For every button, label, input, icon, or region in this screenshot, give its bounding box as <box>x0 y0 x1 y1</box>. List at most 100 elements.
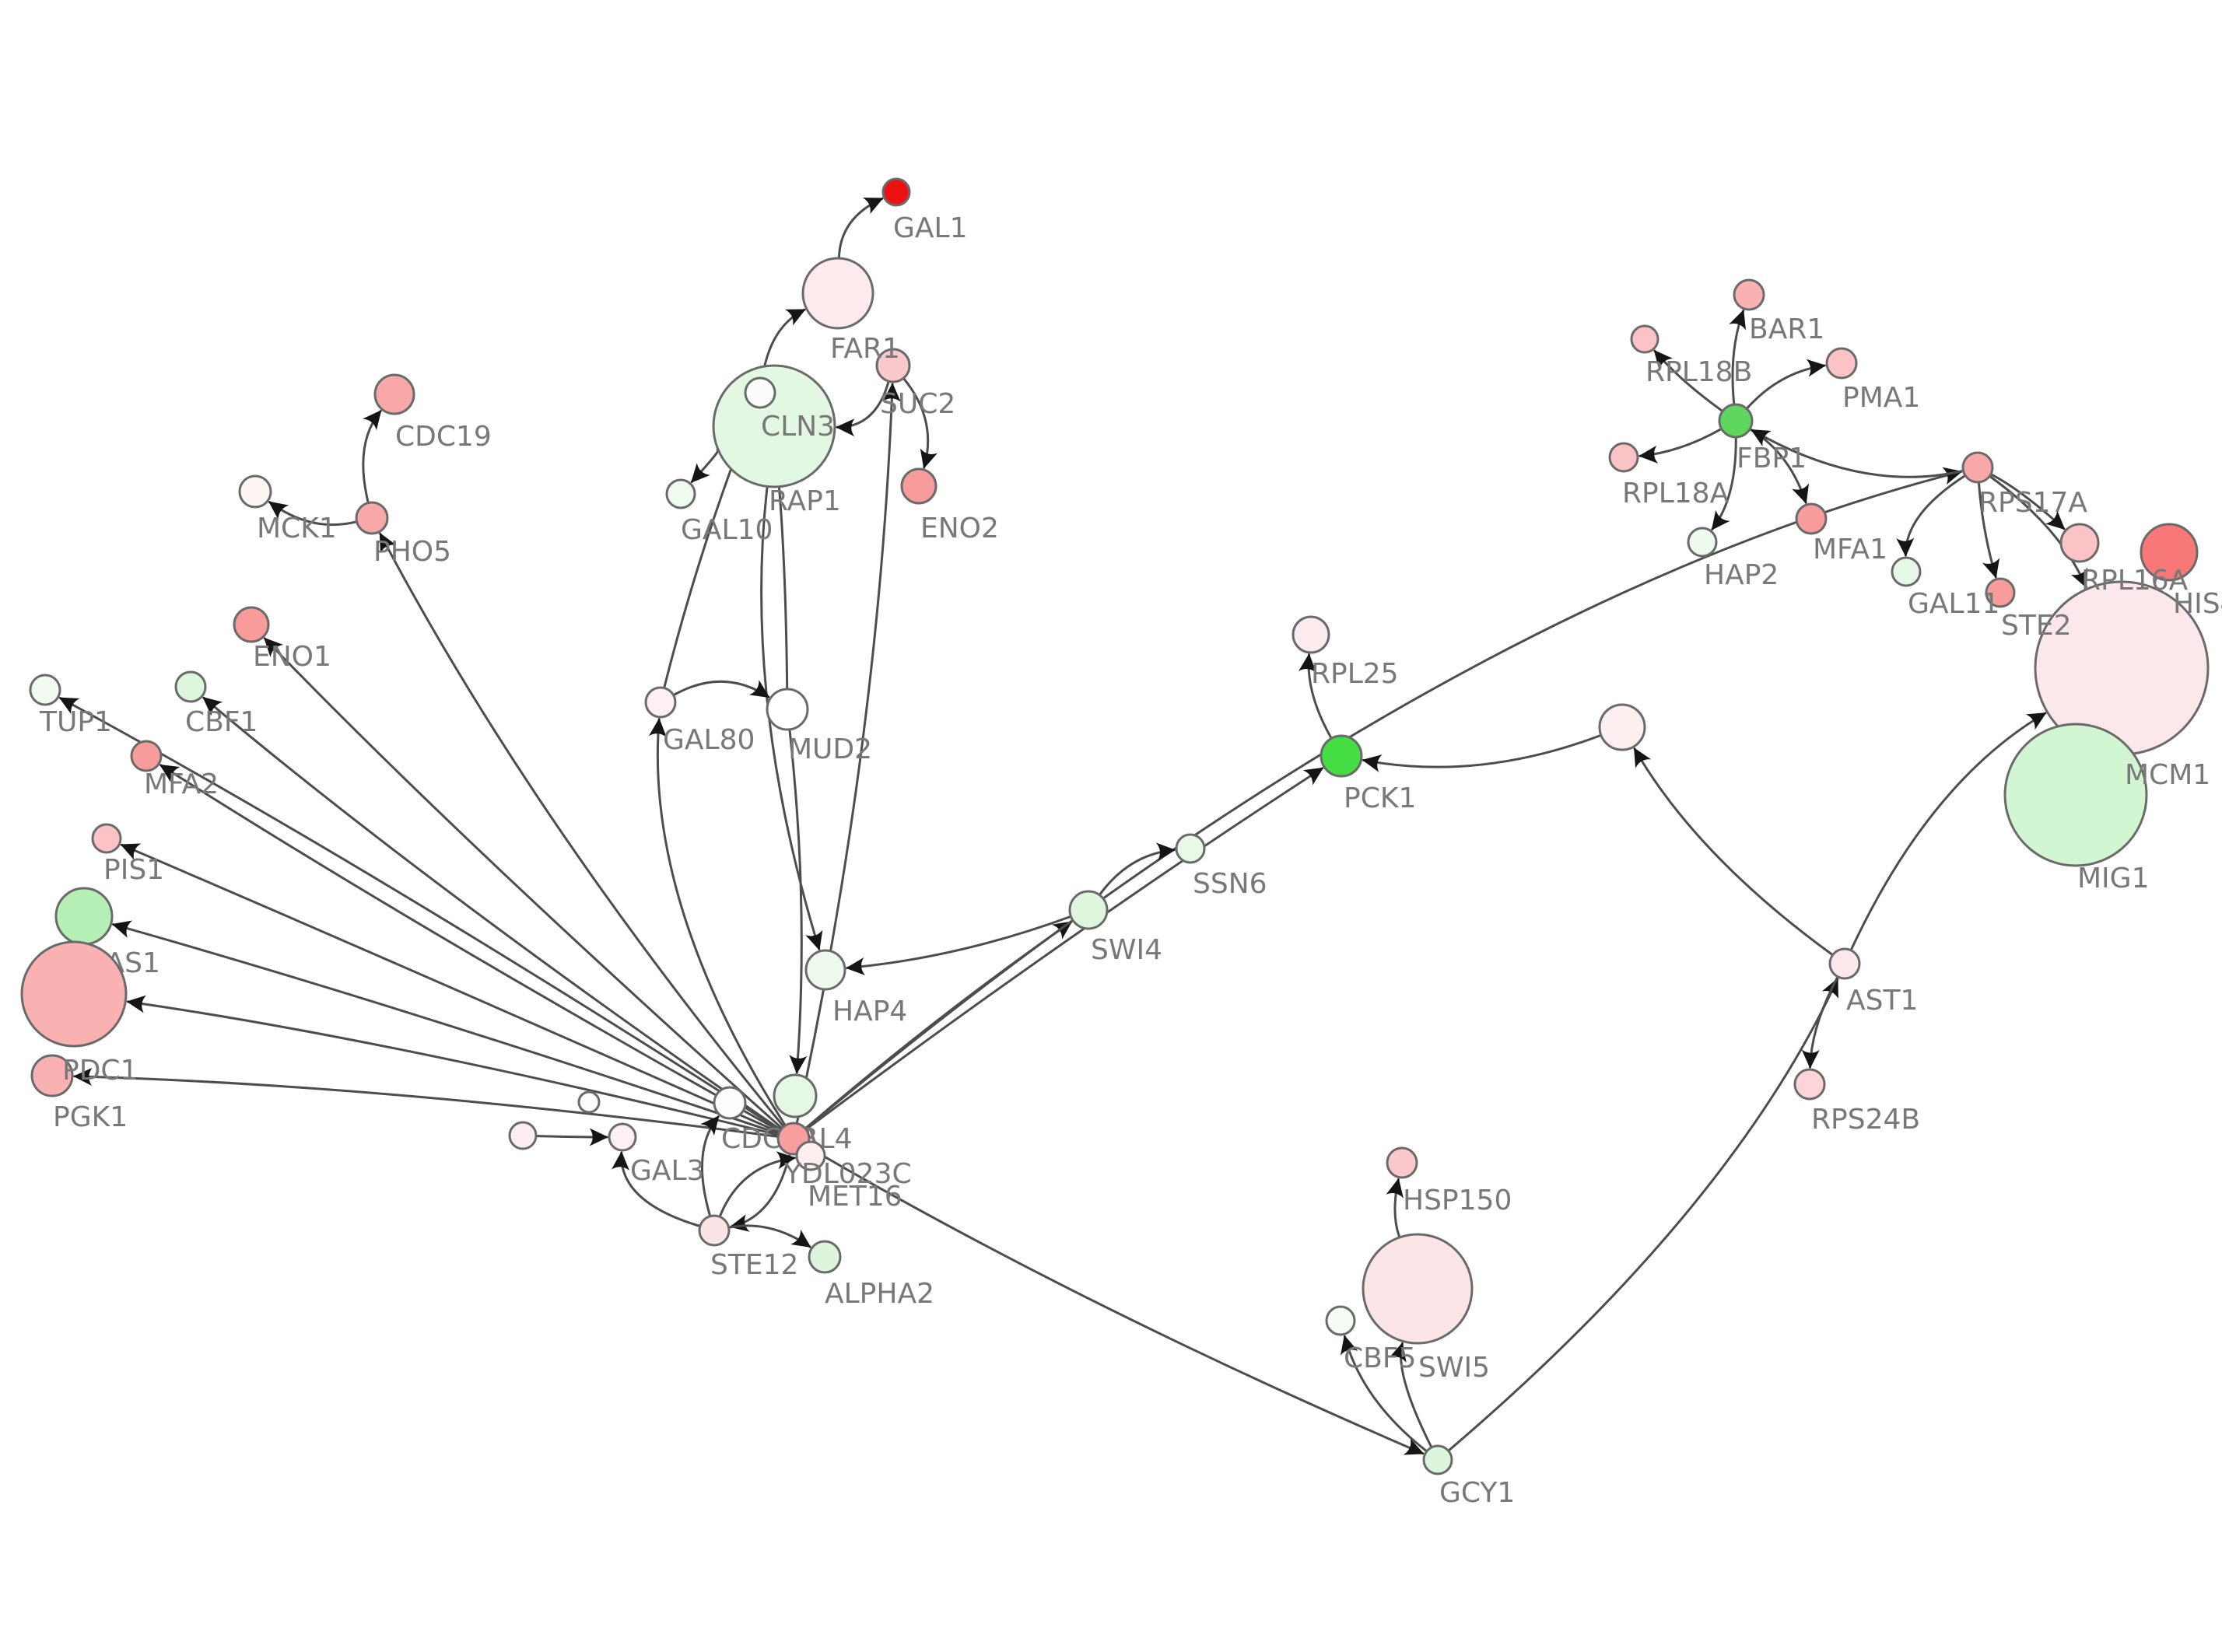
edge-STE12-CDC28[interactable] <box>700 1115 720 1217</box>
edge-FBP1-PMA1[interactable] <box>1746 359 1827 410</box>
edge-STE12-GAL3[interactable] <box>611 1151 701 1227</box>
edge-GAL80-MUD2[interactable] <box>672 680 770 698</box>
node-ENO1[interactable] <box>233 606 270 643</box>
edge-YDL023C-PIS1[interactable] <box>120 843 780 1133</box>
edge-MUD2-GAL4[interactable] <box>788 729 808 1074</box>
node-STE12[interactable] <box>698 1214 731 1247</box>
edge-GCY1-AST1[interactable] <box>1447 978 1839 1452</box>
edge-YDL023C-STE12[interactable] <box>729 1153 791 1232</box>
edge-PCK1-RPL25[interactable] <box>1298 653 1333 739</box>
node-MFA2[interactable] <box>130 740 163 772</box>
node-RPS17A[interactable] <box>1961 451 1994 484</box>
node-RAP1[interactable] <box>712 364 836 488</box>
edge-RPS17A-FBP1[interactable] <box>1751 429 1964 478</box>
node-UNL2[interactable] <box>508 1121 538 1150</box>
edge-RAP1-GAL10[interactable] <box>690 448 720 484</box>
node-RPL18A[interactable] <box>1608 442 1639 473</box>
edge-FAR1-GAL1[interactable] <box>837 197 884 259</box>
edge-RAP1-MUD2[interactable] <box>777 486 789 690</box>
edge-STE12-ALPHA2[interactable] <box>728 1224 811 1248</box>
node-SWI5[interactable] <box>1362 1233 1474 1345</box>
node-FBP1[interactable] <box>1718 403 1754 439</box>
node-RAS1[interactable] <box>54 887 114 946</box>
edge-PHO5-CDC19[interactable] <box>362 410 382 504</box>
edge-AST1-MCM1[interactable] <box>1849 712 2047 951</box>
node-PHO5[interactable] <box>355 501 389 535</box>
node-SUC2[interactable] <box>875 348 911 383</box>
edge-YDL023C-MFA2[interactable] <box>159 764 781 1132</box>
node-UNL3[interactable] <box>577 1090 601 1114</box>
node-GAL10[interactable] <box>665 478 696 509</box>
node-STE2[interactable] <box>1985 577 2016 608</box>
edge-YDL023C-SUC2[interactable] <box>795 383 901 1124</box>
node-HAP4[interactable] <box>804 949 846 991</box>
node-GAL3[interactable] <box>608 1122 637 1152</box>
edge-RPS17A-RPL16A[interactable] <box>1990 473 2066 530</box>
edge-RPS17A-STE2[interactable] <box>1977 481 2000 579</box>
edge-FBP1-RPL18B[interactable] <box>1653 349 1723 412</box>
node-CDC28[interactable] <box>713 1086 747 1120</box>
node-PMA1[interactable] <box>1825 347 1858 380</box>
edge-FBP1-RPL18A[interactable] <box>1638 428 1723 464</box>
node-MFA1[interactable] <box>1795 502 1828 535</box>
node-RPL18B[interactable] <box>1630 324 1659 354</box>
node-PIS1[interactable] <box>91 823 122 854</box>
node-TUP1[interactable] <box>29 674 61 706</box>
node-RPL25[interactable] <box>1291 615 1330 654</box>
edge-STE12-MET16[interactable] <box>719 1151 797 1217</box>
node-HIS4[interactable] <box>2140 523 2199 582</box>
edge-GCY1-CBF5[interactable] <box>1340 1335 1428 1452</box>
edge-YDL023C-TUP1[interactable] <box>58 696 781 1132</box>
edge-PHO5-MCK1[interactable] <box>268 501 358 527</box>
edge-SWI4-SSN6[interactable] <box>1099 842 1176 896</box>
node-RPS24B[interactable] <box>1793 1068 1826 1101</box>
node-HSP150[interactable] <box>1386 1146 1418 1179</box>
node-MUD2[interactable] <box>766 688 809 731</box>
node-SWI4[interactable] <box>1068 890 1109 930</box>
edge-YDL023C-ENO1[interactable] <box>263 637 783 1129</box>
node-ENO2[interactable] <box>900 467 938 505</box>
node-GAL1[interactable] <box>881 177 911 207</box>
edge-FBP1-BAR1[interactable] <box>1729 309 1746 405</box>
edge-UNL1-PCK1[interactable] <box>1362 734 1602 772</box>
edge-YDL023C-PDC1[interactable] <box>126 995 780 1136</box>
node-MET16[interactable] <box>795 1140 826 1171</box>
edge-YDL023C-PHO5[interactable] <box>379 532 785 1128</box>
node-PCK1[interactable] <box>1320 734 1363 778</box>
node-HAP2[interactable] <box>1687 527 1718 558</box>
node-GAL11[interactable] <box>1891 556 1922 587</box>
node-ALPHA2[interactable] <box>808 1240 842 1274</box>
node-MIG1[interactable] <box>2003 723 2148 867</box>
edge-SWI5-HSP150[interactable] <box>1386 1178 1404 1238</box>
node-CBF1[interactable] <box>174 670 207 703</box>
node-PDC1[interactable] <box>20 940 128 1048</box>
edge-AST1-RPS24B[interactable] <box>1801 976 1839 1069</box>
node-CBF5[interactable] <box>1325 1305 1356 1336</box>
edge-AST1-UNL1[interactable] <box>1633 747 1834 956</box>
node-BAR1[interactable] <box>1733 278 1765 311</box>
node-GAL80[interactable] <box>644 686 677 719</box>
edge-SUC2-ENO2[interactable] <box>902 377 938 469</box>
edge-FBP1-HAP2[interactable] <box>1711 436 1737 530</box>
node-GAL4[interactable] <box>773 1073 818 1118</box>
node-UNL1[interactable] <box>1598 703 1646 751</box>
edge-SWI4-HAP4[interactable] <box>846 915 1072 976</box>
node-RPL16A[interactable] <box>2059 523 2100 563</box>
node-CDC19[interactable] <box>373 373 415 415</box>
node-MCK1[interactable] <box>238 474 272 509</box>
edge-UNL2-GAL3[interactable] <box>535 1128 608 1146</box>
node-AST1[interactable] <box>1828 947 1861 980</box>
edge-YDL023C-GAL80[interactable] <box>648 718 787 1126</box>
node-CLN3[interactable] <box>744 376 776 409</box>
node-PGK1[interactable] <box>30 1054 74 1097</box>
node-SSN6[interactable] <box>1175 833 1206 864</box>
edge-YDL023C-PCK1[interactable] <box>805 767 1324 1130</box>
edge-YDL023C-PGK1[interactable] <box>73 1067 779 1138</box>
node-FAR1[interactable] <box>801 257 874 330</box>
edge-GCY1-SWI5[interactable] <box>1389 1342 1432 1448</box>
edge-YDL023C-GCY1[interactable] <box>806 1146 1425 1455</box>
edge-RPS17A-MCM1[interactable] <box>1989 475 2088 589</box>
edge-YDL023C-CBF1[interactable] <box>202 696 782 1131</box>
